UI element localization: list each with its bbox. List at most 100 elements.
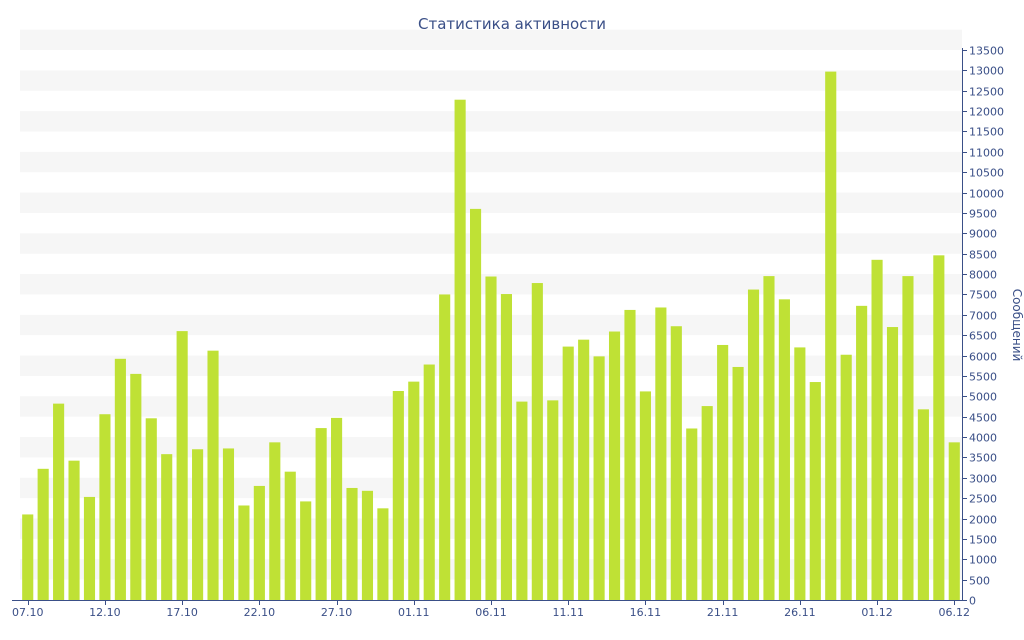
grid-band (20, 192, 962, 213)
bar-31.10 (392, 391, 404, 600)
bar-12.10 (99, 414, 111, 600)
bar-23.10 (269, 442, 281, 600)
bar-19.10 (207, 350, 219, 600)
bar-11.11 (562, 346, 574, 600)
bar-06.11 (485, 276, 497, 600)
chart-title: Статистика активности (418, 15, 606, 33)
bar-13.10 (114, 358, 126, 600)
bar-03.12 (902, 276, 914, 600)
bars-group (22, 71, 960, 601)
grid-band (20, 111, 962, 132)
bar-04.11 (454, 99, 466, 600)
bar-24.11 (763, 276, 775, 600)
bar-14.10 (130, 373, 142, 600)
y-tick-label: 11500 (969, 126, 1004, 139)
bar-28.10 (346, 487, 358, 600)
y-tick-label: 3500 (969, 452, 997, 465)
grid-band (20, 29, 962, 50)
y-tick-label: 2500 (969, 493, 997, 506)
bar-01.11 (408, 381, 420, 600)
bar-05.12 (933, 255, 945, 601)
y-tick-label: 6000 (969, 351, 997, 364)
bar-30.11 (856, 305, 868, 600)
bar-13.11 (593, 356, 605, 600)
bar-15.10 (145, 418, 157, 600)
y-tick-label: 11000 (969, 147, 1004, 160)
x-tick-label: 07.10 (12, 606, 44, 619)
y-tick-label: 7500 (969, 289, 997, 302)
x-tick-label: 01.11 (398, 606, 430, 619)
bar-09.11 (531, 283, 543, 600)
bar-07.10 (22, 514, 34, 600)
y-tick-label: 4000 (969, 432, 997, 445)
y-tick-label: 5500 (969, 371, 997, 384)
y-tick-label: 9000 (969, 228, 997, 241)
bar-19.11 (686, 428, 698, 600)
x-tick-label: 01.12 (861, 606, 893, 619)
bar-09.10 (53, 403, 65, 600)
x-tick-label: 06.11 (475, 606, 507, 619)
bar-29.11 (840, 354, 852, 600)
y-tick-label: 500 (969, 575, 990, 588)
bar-02.12 (886, 327, 899, 600)
y-tick-label: 1500 (969, 534, 997, 547)
bar-11.10 (83, 496, 96, 600)
bar-18.11 (670, 326, 682, 600)
bar-22.11 (732, 366, 744, 600)
bar-28.11 (825, 71, 837, 600)
bar-15.11 (624, 309, 636, 600)
bar-20.10 (222, 448, 235, 600)
bar-23.11 (747, 289, 760, 600)
y-tick-label: 12500 (969, 86, 1004, 99)
bar-21.11 (717, 344, 729, 600)
y-tick-label: 8000 (969, 269, 997, 282)
bar-16.11 (639, 391, 651, 600)
x-tick-label: 27.10 (321, 606, 353, 619)
y-axis-label: Сообщений (1010, 289, 1024, 362)
x-tick-label: 22.10 (244, 606, 276, 619)
bar-08.11 (516, 401, 528, 600)
bar-08.10 (37, 468, 49, 600)
bar-25.11 (778, 299, 790, 600)
grid-band (20, 233, 962, 254)
y-tick-label: 8500 (969, 249, 997, 262)
y-tick-label: 13500 (969, 45, 1004, 58)
bar-20.11 (701, 406, 713, 600)
bar-10.11 (547, 400, 559, 600)
y-tick-label: 1000 (969, 554, 997, 567)
x-tick-label: 16.11 (630, 606, 662, 619)
grid-band (20, 70, 962, 91)
y-tick-label: 9500 (969, 208, 997, 221)
bar-06.12 (948, 442, 960, 600)
axes-group: 0 500 1000 1500 2000 2500 3000 3500 4000 4500 5000… (12, 45, 1004, 620)
bar-04.12 (917, 409, 929, 600)
bar-05.11 (469, 208, 482, 600)
bar-30.10 (377, 508, 389, 600)
x-tick-label: 21.11 (707, 606, 739, 619)
bar-29.10 (361, 490, 374, 600)
y-tick-label: 12000 (969, 106, 1004, 119)
y-tick-label: 6500 (969, 330, 997, 343)
bar-18.10 (192, 449, 204, 600)
bar-07.11 (500, 294, 513, 600)
x-tick-label: 26.11 (784, 606, 816, 619)
y-tick-label: 10500 (969, 167, 1004, 180)
grid-band (20, 151, 962, 173)
y-tick-label: 5000 (969, 391, 997, 404)
y-tick-label: 4500 (969, 412, 997, 425)
bar-25.10 (300, 501, 312, 600)
bar-03.11 (439, 294, 451, 600)
y-tick-label: 3000 (969, 473, 997, 486)
bar-16.10 (161, 454, 173, 600)
bar-27.11 (809, 382, 821, 600)
x-tick-label: 17.10 (166, 606, 198, 619)
bar-12.11 (578, 339, 590, 600)
y-tick-label: 13000 (969, 65, 1004, 78)
bar-21.10 (238, 505, 250, 600)
bar-14.11 (608, 331, 621, 600)
bar-26.10 (315, 428, 327, 600)
y-tick-label: 10000 (969, 188, 1004, 201)
bar-22.10 (253, 485, 265, 600)
x-tick-label: 06.12 (939, 606, 971, 619)
